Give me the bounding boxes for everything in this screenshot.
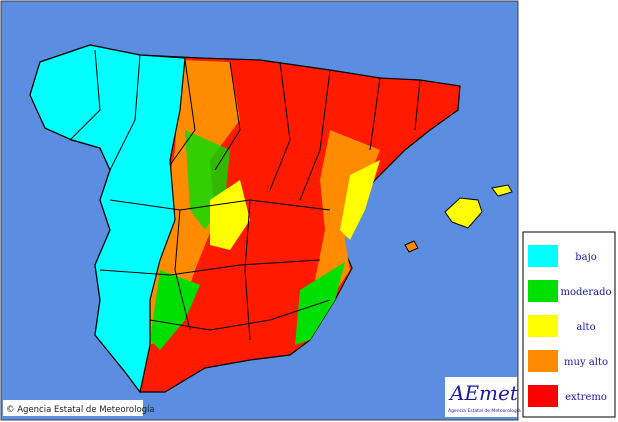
legend-label: alto	[576, 322, 595, 333]
legend-label: extremo	[565, 392, 607, 403]
legend-swatch	[528, 315, 558, 337]
legend-swatch	[528, 280, 558, 302]
borders	[69, 49, 421, 341]
legend-label: moderado	[561, 287, 612, 298]
legend-swatch	[528, 385, 558, 407]
legend-swatch	[528, 245, 558, 267]
region-moderado	[150, 270, 200, 350]
logo-subtitle: Agencia Estatal de Meteorología	[448, 407, 521, 414]
legend-swatch	[528, 350, 558, 372]
logo: AEmet	[448, 381, 519, 405]
region-alto	[210, 180, 250, 250]
legend-label: bajo	[575, 252, 596, 263]
legend-label: muy alto	[564, 357, 608, 368]
logo-box	[445, 377, 517, 417]
copyright: © Agencia Estatal de Meteorología	[6, 405, 155, 415]
copyright-box	[3, 400, 143, 416]
island	[444, 197, 483, 229]
region-alto	[340, 160, 380, 240]
island	[491, 184, 513, 197]
island	[404, 240, 419, 253]
region-bajo	[29, 44, 186, 394]
legend-items: bajo moderado alto muy alto extremo	[528, 245, 612, 407]
